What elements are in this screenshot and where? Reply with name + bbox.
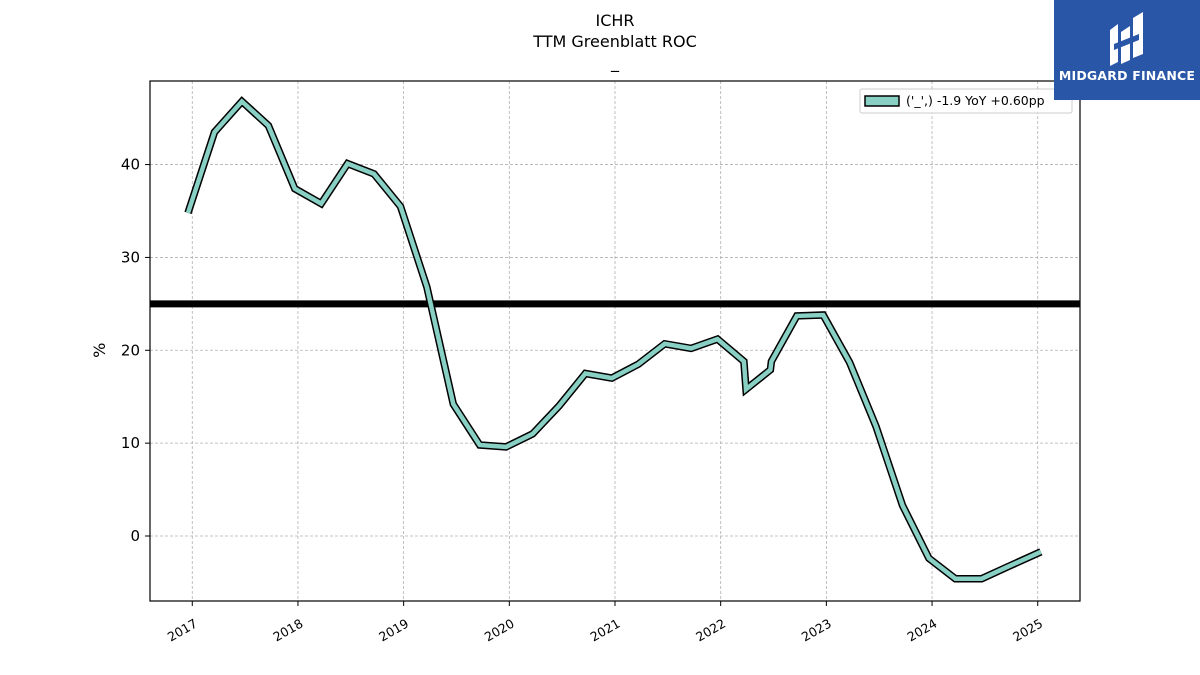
y-tick-label: 0 [130,527,140,545]
midgard-logo-icon [1110,12,1143,66]
y-axis-label: % [90,343,109,358]
chart-subtitle: TTM Greenblatt ROC [533,32,697,51]
y-tick-label: 40 [121,156,140,174]
y-tick-label: 10 [121,434,140,452]
midgard-finance-logo: MIDGARD FINANCE [1054,0,1200,100]
x-tick-label: 2020 [482,616,517,645]
x-tick-label: 2021 [587,616,622,645]
chart-titles: ICHR TTM Greenblatt ROC _ [0,10,1200,73]
legend-box [859,88,1073,114]
series-line [185,98,1042,581]
y-tick-label: 30 [121,248,140,266]
legend-label: ('_',) -1.9 YoY +0.60pp [906,93,1045,108]
chart-title: ICHR [595,11,635,30]
x-tick-label: 2024 [904,616,939,645]
x-tick-label: 2022 [693,616,728,645]
x-tick-label: 2025 [1010,616,1045,645]
logo-text: MIDGARD FINANCE [1058,68,1196,83]
x-tick-label: 2023 [799,616,834,645]
legend-swatch [864,95,900,107]
y-tick-label: 20 [121,341,140,359]
x-tick-label: 2018 [270,616,305,645]
x-tick-label: 2017 [165,616,200,645]
series-line-outline [184,96,1043,583]
chart-subtitle-2: _ [611,53,619,72]
x-tick-label: 2019 [376,616,411,645]
